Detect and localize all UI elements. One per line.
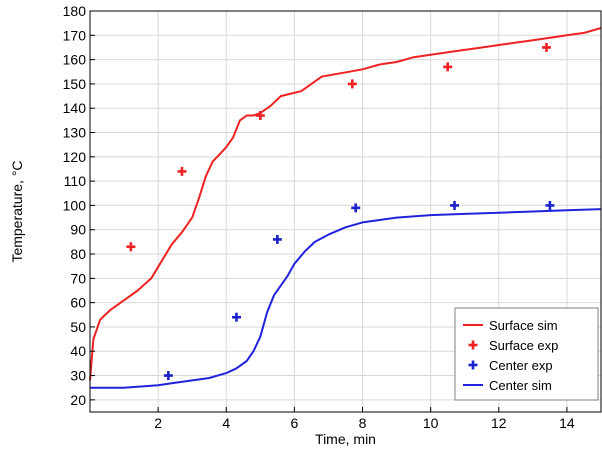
y-tick-label: 30 [70, 368, 86, 384]
legend-label-surface-exp: Surface exp [489, 338, 558, 353]
center-exp-point [163, 371, 173, 381]
axis-ticks: 2 4 6 8 10 12 14 20 30 40 50 60 70 80 90 100 110 120 130 14… [63, 3, 575, 431]
legend-label-surface-sim: Surface sim [489, 318, 558, 333]
center-exp-point [272, 234, 282, 244]
center-exp-point [450, 200, 460, 210]
legend-swatch-surface-exp [468, 340, 478, 350]
y-tick-label: 110 [64, 173, 87, 189]
plot-area [89, 27, 602, 389]
y-tick-label: 50 [70, 319, 86, 335]
plot-frame [89, 10, 602, 413]
legend-label-center-exp: Center exp [489, 358, 553, 373]
center-exp-point [351, 203, 361, 213]
x-tick-label: 6 [291, 415, 299, 431]
y-tick-label: 140 [63, 100, 87, 116]
surface-exp-point [177, 166, 187, 176]
legend-swatch-center-exp [468, 360, 478, 370]
y-axis-label: Temperature, °C [9, 160, 25, 262]
y-tick-label: 120 [63, 149, 87, 165]
surface-exp-point [541, 42, 551, 52]
y-tick-label: 60 [70, 295, 86, 311]
y-tick-label: 150 [63, 76, 87, 92]
x-tick-label: 8 [359, 415, 367, 431]
x-tick-label: 4 [222, 415, 230, 431]
y-tick-label: 40 [70, 343, 86, 359]
y-tick-label: 70 [70, 270, 86, 286]
surface-sim-line [89, 27, 602, 381]
surface-exp-point [126, 242, 136, 252]
center-exp-point [545, 200, 555, 210]
x-tick-label: 14 [559, 415, 575, 431]
surface-exp-point [347, 79, 357, 89]
legend-label-center-sim: Center sim [489, 378, 552, 393]
grid [90, 10, 601, 412]
y-tick-label: 130 [63, 125, 87, 141]
x-axis-label: Time, min [315, 431, 376, 447]
y-tick-label: 180 [63, 3, 87, 19]
y-tick-label: 160 [63, 52, 87, 68]
y-tick-label: 20 [70, 392, 86, 408]
surface-exp-point [443, 62, 453, 72]
center-sim-line [90, 208, 602, 389]
y-tick-label: 90 [70, 222, 86, 238]
legend: Surface sim Surface exp Center exp Center s… [454, 307, 599, 401]
x-tick-label: 12 [491, 415, 507, 431]
x-tick-label: 2 [154, 415, 162, 431]
center-exp-point [231, 312, 241, 322]
y-tick-label: 170 [63, 27, 87, 43]
y-tick-label: 80 [70, 246, 86, 262]
surface-exp-point [255, 111, 265, 121]
x-tick-label: 10 [423, 415, 439, 431]
y-tick-label: 100 [63, 197, 87, 213]
